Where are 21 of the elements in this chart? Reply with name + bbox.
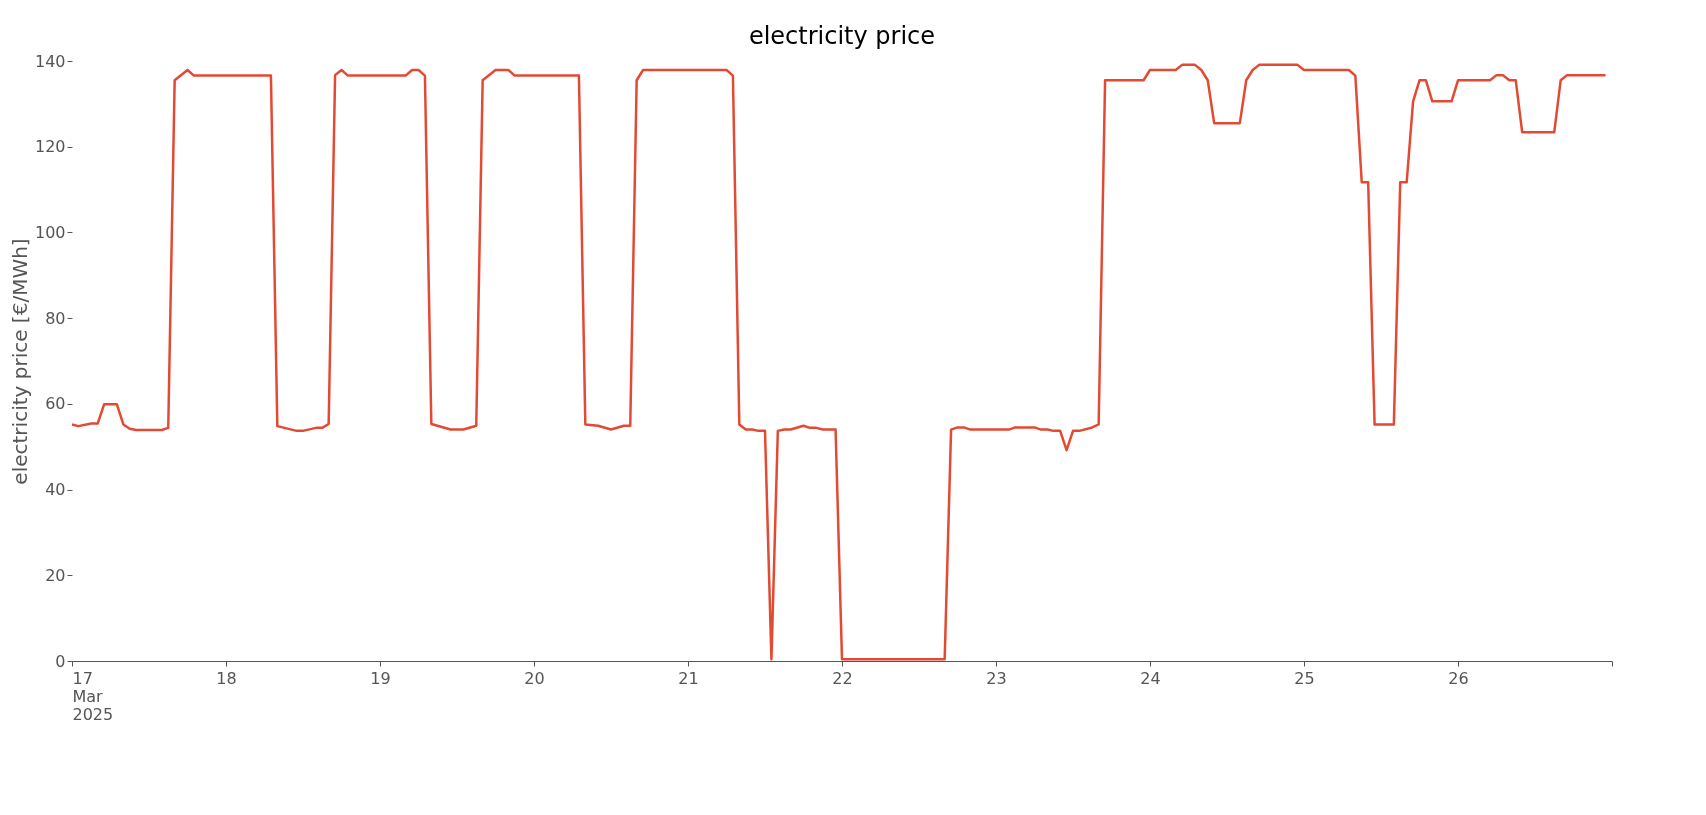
y-tick-label: 60 bbox=[45, 394, 66, 414]
y-tick-label: 120 bbox=[34, 137, 66, 157]
chart-title: electricity price bbox=[748, 22, 936, 50]
x-tick-label: 25 bbox=[1294, 668, 1315, 688]
x-tick-label: 21 bbox=[678, 668, 699, 688]
y-tick-label: 140 bbox=[34, 51, 66, 71]
y-tick-label: 40 bbox=[45, 480, 66, 500]
y-tick-label: 80 bbox=[45, 308, 66, 328]
x-tick-label: 23 bbox=[986, 668, 1007, 688]
x-tick-label: 26 bbox=[1448, 668, 1469, 688]
x-tick-label: 18 bbox=[216, 668, 237, 688]
y-tick-label: 0 bbox=[55, 651, 66, 671]
x-tick-label: 24 bbox=[1140, 668, 1161, 688]
x-tick-label: 20 bbox=[524, 668, 545, 688]
x-tick-label: 17 Mar 2025 bbox=[72, 668, 114, 724]
x-tick-label: 22 bbox=[832, 668, 853, 688]
x-tick-label: 19 bbox=[370, 668, 391, 688]
y-axis-title: electricity price [€/MWh] bbox=[7, 238, 32, 485]
y-tick-label: 20 bbox=[45, 565, 66, 585]
y-tick-label: 100 bbox=[34, 222, 66, 242]
line-series bbox=[70, 63, 1607, 661]
